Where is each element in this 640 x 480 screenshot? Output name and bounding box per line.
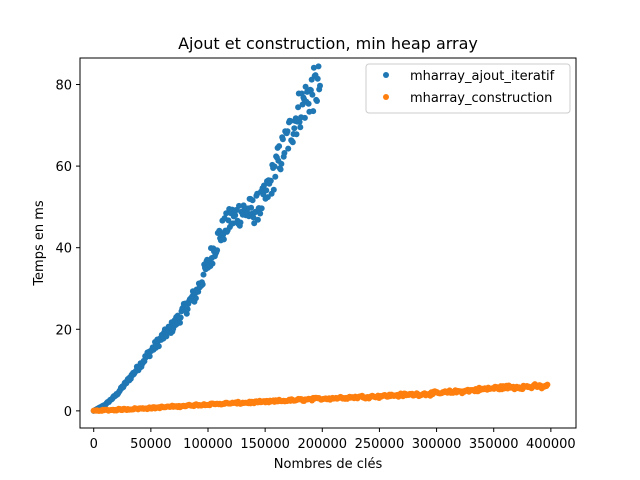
data-points (90, 63, 551, 414)
point-ajout-iteratif (261, 182, 267, 189)
point-ajout-iteratif (183, 310, 190, 317)
point-ajout-iteratif (317, 82, 323, 89)
legend-marker-ajout (383, 72, 389, 78)
point-ajout-iteratif (279, 136, 286, 143)
y-tick-label: 0 (64, 405, 72, 420)
point-ajout-iteratif (277, 166, 284, 173)
point-ajout-iteratif (276, 143, 283, 150)
legend-marker-construction (383, 94, 389, 100)
point-ajout-iteratif (237, 219, 244, 226)
x-axis-title: Nombres de clés (274, 457, 383, 472)
point-ajout-iteratif (291, 125, 298, 132)
y-tick-label: 80 (55, 79, 72, 94)
point-ajout-iteratif (230, 220, 236, 227)
point-ajout-iteratif (184, 306, 191, 313)
y-tick-label: 60 (55, 160, 72, 175)
point-ajout-iteratif (305, 100, 312, 107)
point-ajout-iteratif (278, 160, 285, 167)
point-ajout-iteratif (146, 353, 153, 360)
point-ajout-iteratif (272, 173, 279, 180)
point-ajout-iteratif (248, 204, 255, 211)
point-ajout-iteratif (192, 295, 199, 302)
point-ajout-iteratif (271, 163, 278, 170)
x-tick-label: 150000 (240, 437, 290, 452)
point-ajout-iteratif (315, 63, 322, 70)
x-tick-label: 400000 (526, 437, 576, 452)
y-tick-label: 20 (55, 323, 72, 338)
legend-box (365, 63, 571, 114)
point-construction (544, 381, 551, 388)
point-ajout-iteratif (263, 187, 270, 194)
point-ajout-iteratif (209, 260, 216, 267)
point-ajout-iteratif (177, 314, 184, 321)
y-axis: 0 20 40 60 80 (55, 79, 80, 420)
point-ajout-iteratif (297, 124, 304, 131)
point-ajout-iteratif (281, 150, 288, 156)
point-ajout-iteratif (254, 216, 261, 223)
legend-label-ajout: mharray_ajout_iteratif (410, 69, 555, 84)
point-ajout-iteratif (284, 128, 291, 135)
legend-label-construction: mharray_construction (410, 91, 552, 106)
point-ajout-iteratif (249, 197, 256, 204)
x-tick-label: 50000 (130, 437, 171, 452)
point-ajout-iteratif (257, 210, 264, 217)
point-ajout-iteratif (310, 64, 317, 71)
point-ajout-iteratif (295, 104, 302, 111)
x-tick-label: 100000 (183, 437, 233, 452)
point-ajout-iteratif (163, 333, 170, 340)
point-ajout-iteratif (155, 343, 162, 350)
point-ajout-iteratif (285, 145, 292, 152)
y-axis-title: Temps en ms (32, 200, 47, 287)
point-ajout-iteratif (250, 214, 257, 221)
chart-title: Ajout et construction, min heap array (178, 34, 478, 53)
point-ajout-iteratif (232, 212, 239, 219)
x-tick-label: 300000 (412, 437, 462, 452)
x-tick-label: 350000 (469, 437, 519, 452)
point-ajout-iteratif (293, 131, 300, 138)
point-ajout-iteratif (287, 118, 294, 124)
point-ajout-iteratif (267, 177, 274, 184)
plot-frame (79, 57, 577, 429)
point-ajout-iteratif (223, 210, 230, 217)
point-ajout-iteratif (258, 205, 265, 212)
point-ajout-iteratif (289, 139, 296, 146)
point-ajout-iteratif (236, 202, 242, 209)
point-ajout-iteratif (220, 236, 227, 243)
point-ajout-iteratif (214, 247, 221, 254)
x-tick-label: 250000 (355, 437, 405, 452)
y-tick-label: 40 (55, 242, 72, 257)
point-ajout-iteratif (270, 186, 277, 193)
point-ajout-iteratif (200, 271, 207, 278)
point-ajout-iteratif (314, 98, 320, 104)
point-ajout-iteratif (309, 91, 316, 98)
x-tick-label: 200000 (297, 437, 347, 452)
legend: mharray_ajout_iteratif mharray_construct… (365, 63, 571, 114)
point-ajout-iteratif (314, 75, 321, 82)
point-ajout-iteratif (302, 83, 309, 90)
point-ajout-iteratif (301, 114, 308, 121)
point-ajout-iteratif (296, 119, 303, 125)
point-ajout-iteratif (310, 108, 317, 115)
point-ajout-iteratif (199, 281, 206, 288)
x-axis: 0 50000 100000 150000 200000 250000 300000 3500… (90, 428, 576, 452)
point-ajout-iteratif (177, 319, 183, 326)
x-tick-label: 0 (90, 437, 98, 452)
